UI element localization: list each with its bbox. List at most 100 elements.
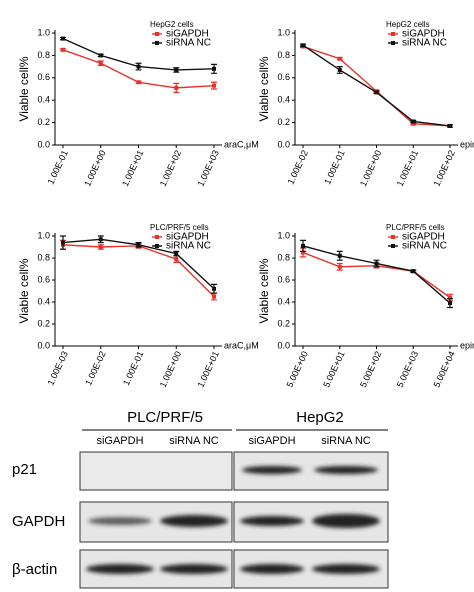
legend-title: HepG2 cells xyxy=(150,20,194,29)
point xyxy=(301,250,305,255)
x-tick-label: 1.00E+02 xyxy=(432,149,457,188)
legend-marker xyxy=(391,235,395,239)
y-axis-label: Viable cell% xyxy=(257,56,271,121)
legend-label: siGAPDH xyxy=(166,232,209,243)
x-tick-label: 1.00E+01 xyxy=(395,149,420,188)
point xyxy=(61,47,65,52)
x-tick-label: 1.00E-02 xyxy=(285,149,310,186)
y-tick-label: 0.8 xyxy=(37,252,50,262)
x-tick-label: 1.00E+03 xyxy=(196,149,221,188)
point xyxy=(411,119,416,124)
row-label: p21 xyxy=(12,461,37,478)
series-line xyxy=(302,251,451,299)
point xyxy=(374,90,379,95)
legend-marker xyxy=(155,41,159,45)
x-tick-label: 1.00E+01 xyxy=(196,350,221,389)
point xyxy=(301,43,305,48)
y-tick-label: 0.6 xyxy=(277,72,290,82)
legend-label: siRNA NC xyxy=(166,38,211,49)
point xyxy=(337,67,342,72)
series-line xyxy=(302,45,451,127)
legend-marker xyxy=(155,235,159,239)
x-tick-label: 1.00E+01 xyxy=(120,149,145,188)
x-tick-label: 1.00E-01 xyxy=(45,149,70,186)
point xyxy=(98,61,103,66)
point xyxy=(212,294,216,299)
western-blot: PLC/PRF/5 HepG2 siGAPDH siRNA NC siGAPDH… xyxy=(12,409,389,589)
lane-label: siRNA NC xyxy=(321,435,371,447)
point xyxy=(374,261,379,266)
point xyxy=(98,53,103,58)
x-tick-label: 5.00E+01 xyxy=(321,350,346,389)
legend-marker xyxy=(391,244,395,248)
y-tick-label: 0.0 xyxy=(37,139,50,149)
lane-label: siRNA NC xyxy=(169,435,219,447)
y-tick-label: 0.6 xyxy=(277,274,290,284)
point xyxy=(136,64,141,69)
point xyxy=(174,257,179,262)
point xyxy=(174,251,179,256)
point xyxy=(337,253,342,258)
x-tick-label: 1.00E-01 xyxy=(121,350,146,387)
legend-marker xyxy=(391,41,395,45)
y-tick-label: 0.8 xyxy=(277,50,290,60)
point xyxy=(174,67,179,72)
legend-marker xyxy=(155,244,159,248)
series-line xyxy=(62,244,215,297)
legend-label: siRNA NC xyxy=(402,241,447,252)
legend-label: siGAPDH xyxy=(402,232,445,243)
x-tick-label: 1.00E+00 xyxy=(358,149,383,188)
point xyxy=(337,264,342,269)
point xyxy=(448,301,452,306)
y-tick-label: 0.0 xyxy=(277,139,290,149)
point xyxy=(98,245,103,249)
legend-title: PLC/PRF/5 cells xyxy=(150,223,209,232)
legend-label: siRNA NC xyxy=(166,241,211,252)
point xyxy=(411,121,416,126)
point xyxy=(61,36,65,41)
group-label: HepG2 xyxy=(296,409,344,426)
y-tick-label: 0.4 xyxy=(277,296,290,306)
series-line xyxy=(302,245,451,304)
y-tick-label: 0.8 xyxy=(37,50,50,60)
point xyxy=(212,286,216,291)
legend-marker xyxy=(155,32,159,36)
bands xyxy=(86,466,380,574)
legend-title: HepG2 cells xyxy=(386,20,430,29)
y-tick-label: 1.0 xyxy=(37,230,50,240)
lane-label: siGAPDH xyxy=(248,435,295,447)
y-tick-label: 0.2 xyxy=(37,318,50,328)
point xyxy=(98,237,103,242)
y-tick-label: 0.0 xyxy=(277,340,290,350)
point xyxy=(448,123,452,128)
x-axis-label: epirubicin,μM xyxy=(460,340,474,350)
row-label: GAPDH xyxy=(12,513,65,530)
legend-label: siGAPDH xyxy=(166,29,209,40)
y-axis-label: Viable cell% xyxy=(17,56,31,121)
x-axis-label: araC,μM xyxy=(224,340,259,350)
legend-title: PLC/PRF/5 cells xyxy=(386,223,445,232)
point xyxy=(301,243,305,248)
point xyxy=(136,242,141,247)
x-axis-label: araC,μM xyxy=(224,139,259,149)
x-axis-label: epirubicin,μM xyxy=(460,139,474,149)
point xyxy=(337,56,342,61)
y-tick-label: 0.2 xyxy=(277,318,290,328)
x-tick-label: 1.00E-01 xyxy=(322,149,347,186)
legend-label: siRNA NC xyxy=(402,38,447,49)
point xyxy=(212,83,216,88)
x-tick-label: 5.00E+03 xyxy=(395,350,420,389)
point xyxy=(448,295,452,300)
legend-marker xyxy=(391,32,395,36)
x-tick-label: 1.00E-02 xyxy=(83,350,108,387)
group-label: PLC/PRF/5 xyxy=(127,409,203,426)
point xyxy=(61,240,65,245)
point xyxy=(174,85,179,90)
x-tick-label: 5.00E+00 xyxy=(285,350,310,389)
y-tick-label: 1.0 xyxy=(37,27,50,37)
y-tick-label: 0.2 xyxy=(277,117,290,127)
y-tick-label: 0.4 xyxy=(37,95,50,105)
lane-label: siGAPDH xyxy=(96,435,143,447)
point xyxy=(411,269,416,274)
